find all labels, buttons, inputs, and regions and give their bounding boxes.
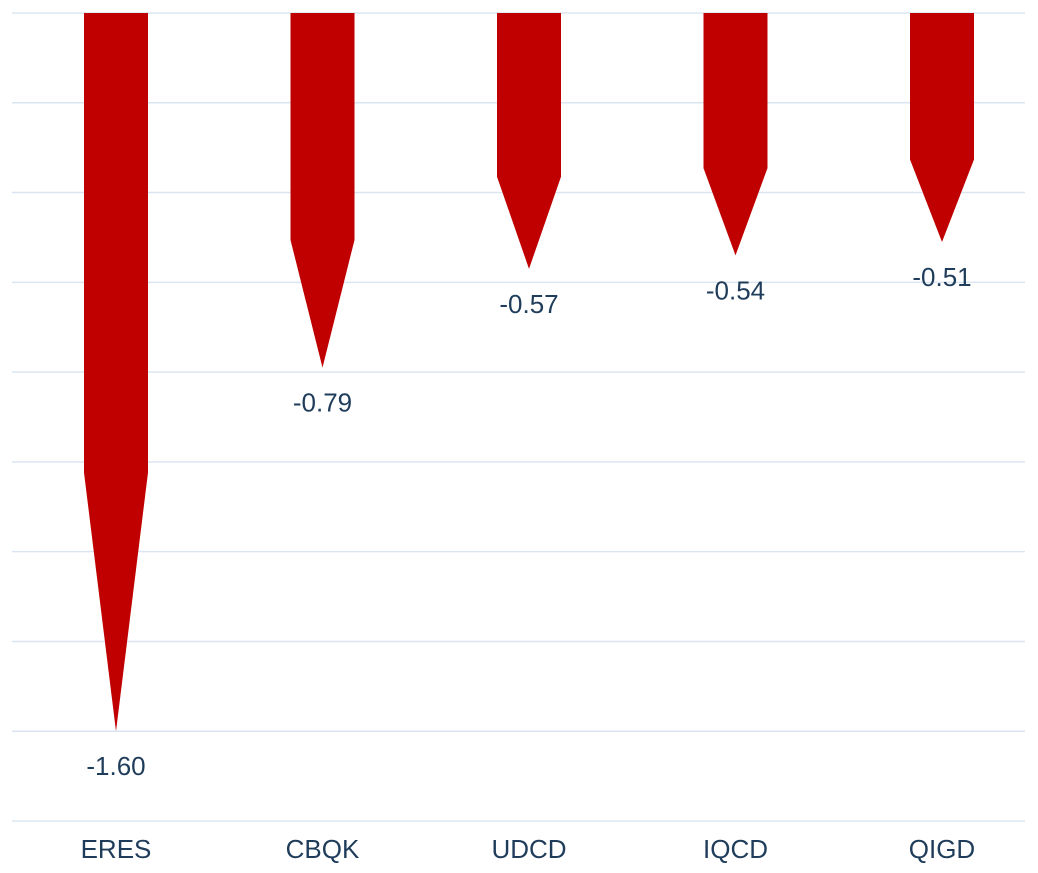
data-label-iqcd: -0.54 bbox=[706, 275, 765, 305]
data-label-udcd: -0.57 bbox=[499, 289, 558, 319]
category-label-iqcd: IQCD bbox=[703, 834, 768, 864]
category-label-udcd: UDCD bbox=[491, 834, 566, 864]
data-labels: -1.60 -0.79 -0.57 -0.54 -0.51 bbox=[86, 262, 971, 781]
bar-cbqk bbox=[290, 13, 355, 368]
category-label-cbqk: CBQK bbox=[286, 834, 360, 864]
bars bbox=[84, 13, 974, 732]
category-label-qigd: QIGD bbox=[909, 834, 975, 864]
gridlines bbox=[12, 12, 1025, 822]
category-label-eres: ERES bbox=[81, 834, 152, 864]
data-label-cbqk: -0.79 bbox=[293, 388, 352, 418]
data-label-eres: -1.60 bbox=[86, 751, 145, 781]
data-label-qigd: -0.51 bbox=[912, 262, 971, 292]
bar-qigd bbox=[910, 13, 974, 242]
bar-eres bbox=[84, 13, 148, 732]
category-labels: ERES CBQK UDCD IQCD QIGD bbox=[81, 834, 976, 864]
bar-udcd bbox=[497, 13, 561, 269]
bar-iqcd bbox=[703, 13, 768, 256]
